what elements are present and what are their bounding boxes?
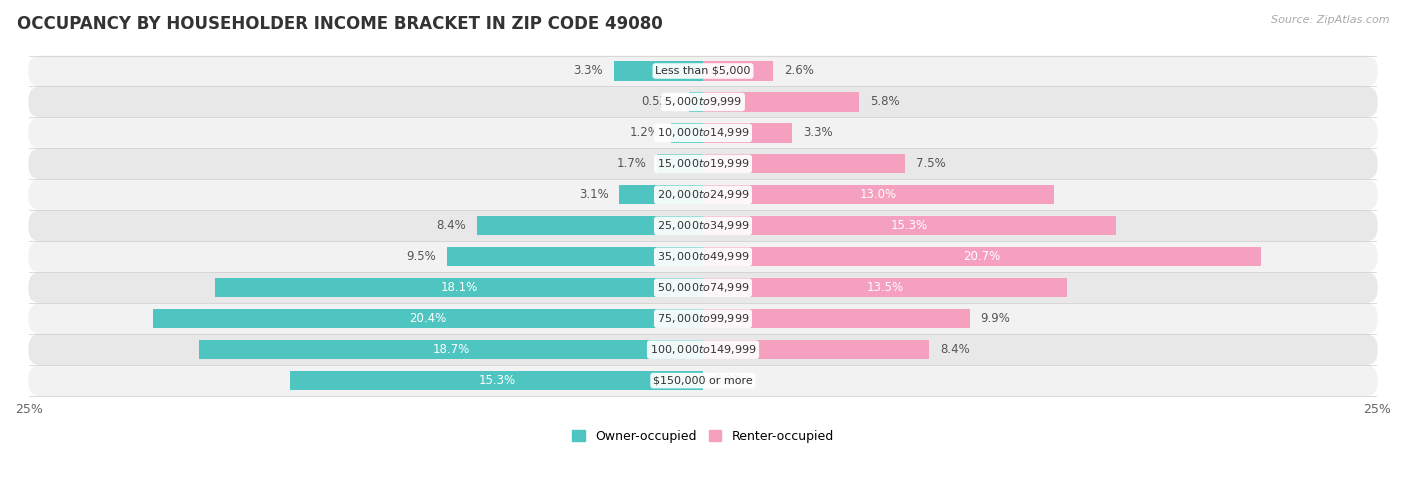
Text: Less than $5,000: Less than $5,000 <box>655 66 751 76</box>
Bar <box>477 216 703 235</box>
Text: 1.2%: 1.2% <box>630 127 659 139</box>
Bar <box>703 123 792 143</box>
Text: 5.8%: 5.8% <box>870 95 900 109</box>
FancyBboxPatch shape <box>28 272 1378 303</box>
Text: 18.7%: 18.7% <box>432 343 470 356</box>
Bar <box>703 278 1067 298</box>
FancyBboxPatch shape <box>28 210 1378 241</box>
Text: 7.5%: 7.5% <box>915 157 946 170</box>
FancyBboxPatch shape <box>28 87 1378 117</box>
Bar <box>703 216 1115 235</box>
FancyBboxPatch shape <box>28 56 1378 87</box>
Text: 20.4%: 20.4% <box>409 312 447 325</box>
Bar <box>689 93 703 112</box>
FancyBboxPatch shape <box>28 365 1378 396</box>
Text: 9.9%: 9.9% <box>981 312 1011 325</box>
Text: 2.6%: 2.6% <box>785 64 814 77</box>
Bar <box>447 247 703 266</box>
Text: 3.1%: 3.1% <box>579 188 609 201</box>
FancyBboxPatch shape <box>28 179 1378 210</box>
Text: 3.3%: 3.3% <box>574 64 603 77</box>
Text: $15,000 to $19,999: $15,000 to $19,999 <box>657 157 749 170</box>
Text: Source: ZipAtlas.com: Source: ZipAtlas.com <box>1271 15 1389 25</box>
Bar <box>703 185 1053 205</box>
Text: $35,000 to $49,999: $35,000 to $49,999 <box>657 250 749 263</box>
FancyBboxPatch shape <box>28 303 1378 334</box>
Bar <box>153 309 703 328</box>
Text: 0.53%: 0.53% <box>641 95 678 109</box>
Text: 8.4%: 8.4% <box>941 343 970 356</box>
Text: $75,000 to $99,999: $75,000 to $99,999 <box>657 312 749 325</box>
Text: 9.5%: 9.5% <box>406 250 436 263</box>
Text: 13.5%: 13.5% <box>866 281 904 294</box>
Text: 3.3%: 3.3% <box>803 127 832 139</box>
Text: $10,000 to $14,999: $10,000 to $14,999 <box>657 127 749 139</box>
Text: OCCUPANCY BY HOUSEHOLDER INCOME BRACKET IN ZIP CODE 49080: OCCUPANCY BY HOUSEHOLDER INCOME BRACKET … <box>17 15 662 33</box>
Text: 20.7%: 20.7% <box>963 250 1001 263</box>
Text: $100,000 to $149,999: $100,000 to $149,999 <box>650 343 756 356</box>
Text: $150,000 or more: $150,000 or more <box>654 375 752 386</box>
Bar <box>198 340 703 359</box>
Bar <box>291 371 703 390</box>
Text: $25,000 to $34,999: $25,000 to $34,999 <box>657 219 749 232</box>
Bar <box>614 61 703 80</box>
Bar <box>703 247 1261 266</box>
Text: $50,000 to $74,999: $50,000 to $74,999 <box>657 281 749 294</box>
FancyBboxPatch shape <box>28 241 1378 272</box>
Text: 1.7%: 1.7% <box>616 157 647 170</box>
Text: 8.4%: 8.4% <box>436 219 465 232</box>
Bar <box>703 61 773 80</box>
FancyBboxPatch shape <box>28 334 1378 365</box>
Bar <box>703 309 970 328</box>
Bar <box>703 154 905 173</box>
FancyBboxPatch shape <box>28 117 1378 149</box>
Text: $20,000 to $24,999: $20,000 to $24,999 <box>657 188 749 201</box>
Bar <box>703 93 859 112</box>
Bar <box>620 185 703 205</box>
Legend: Owner-occupied, Renter-occupied: Owner-occupied, Renter-occupied <box>572 430 834 443</box>
Text: 15.3%: 15.3% <box>478 374 516 387</box>
Text: $5,000 to $9,999: $5,000 to $9,999 <box>664 95 742 109</box>
FancyBboxPatch shape <box>28 149 1378 179</box>
Bar <box>671 123 703 143</box>
Bar <box>703 340 929 359</box>
Text: 15.3%: 15.3% <box>890 219 928 232</box>
Text: 13.0%: 13.0% <box>859 188 897 201</box>
Text: 0.0%: 0.0% <box>714 374 744 387</box>
Bar <box>657 154 703 173</box>
Text: 18.1%: 18.1% <box>440 281 478 294</box>
Bar <box>215 278 703 298</box>
